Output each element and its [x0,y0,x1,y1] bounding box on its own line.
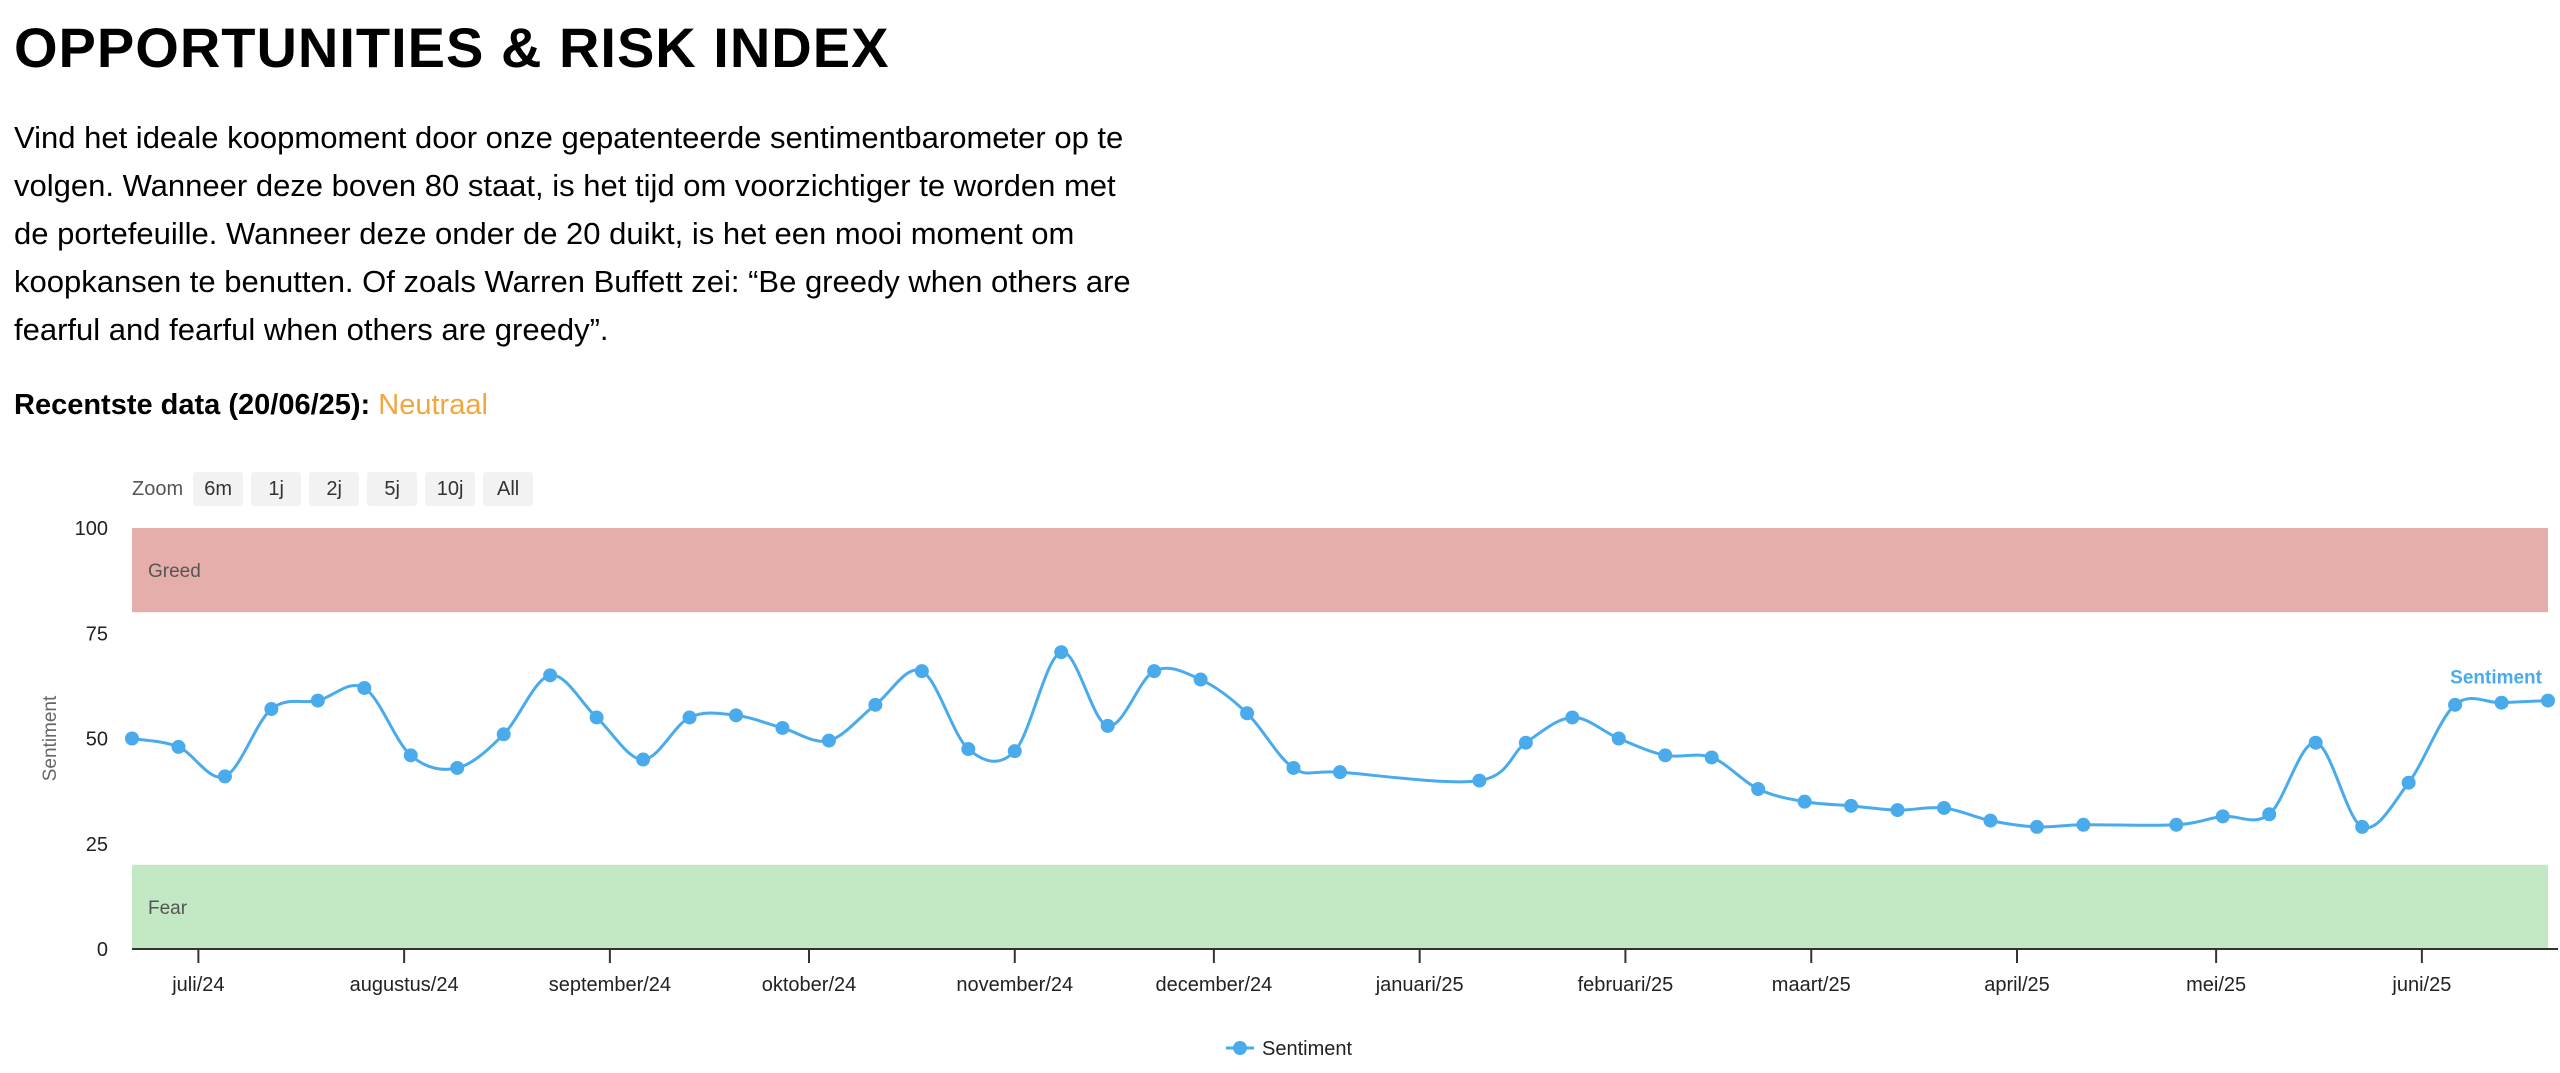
data-point [1240,706,1255,721]
x-tick-label: maart/25 [1772,974,1851,996]
x-tick-label: juli/24 [171,974,224,996]
x-tick-label: september/24 [549,974,671,996]
data-point [1193,672,1208,687]
page-title: OPPORTUNITIES & RISK INDEX [14,16,890,79]
sentiment-chart: Greed Fear 0 25 50 75 100 Sentiment juli/24 augus… [40,518,2558,1060]
data-point [2494,695,2509,710]
recent-data-label: Recentste data (20/06/25): [14,389,371,421]
y-tick-label: 100 [75,518,108,540]
data-point [125,731,139,746]
data-point [2541,693,2555,708]
data-point [1007,744,1022,759]
data-point [1658,748,1673,763]
data-point [1890,803,1905,818]
y-tick-label: 25 [86,834,108,856]
zoom-button-6m[interactable]: 6m [193,472,244,506]
zoom-button-1j[interactable]: 1j [251,472,302,506]
data-point [589,710,604,725]
data-point [2169,817,2184,832]
data-point [357,680,372,695]
data-point [1333,765,1347,780]
data-point [682,710,697,725]
data-point [2029,819,2044,834]
data-point [1611,731,1626,746]
x-tick-label: november/24 [956,974,1073,996]
data-point [821,733,836,748]
data-point [1751,782,1766,797]
intro-paragraph: Vind het ideale koopmoment door onze gep… [14,120,1131,347]
data-point [2448,697,2463,712]
data-point [2262,807,2277,822]
data-point [961,742,976,757]
data-point [1147,664,1162,679]
data-point [914,664,929,679]
data-point [543,668,558,683]
band-greed [132,528,2548,613]
data-point [2355,819,2370,834]
data-point [171,739,186,754]
data-point [2076,817,2091,832]
y-tick-label: 50 [86,729,108,751]
data-point [496,727,511,742]
band-label-greed: Greed [148,561,201,582]
data-point [1565,710,1580,725]
x-tick-label: oktober/24 [762,974,857,996]
legend-marker [1233,1041,1247,1055]
series-line [131,650,2549,830]
x-tick-label: januari/25 [1375,974,1464,996]
data-point [775,720,790,735]
band-label-fear: Fear [148,898,188,919]
series-end-label: Sentiment [2450,668,2543,689]
recent-data: Recentste data (20/06/25): Neutraal [14,381,488,429]
x-tick-label: april/25 [1984,974,2050,996]
data-point [1937,800,1951,815]
zoom-button-all[interactable]: All [483,472,534,506]
data-point [2401,775,2416,790]
data-point [310,693,325,708]
x-tick-label: mei/25 [2186,974,2246,996]
data-point [868,697,883,712]
data-point [450,760,465,775]
data-point [217,769,232,784]
band-fear [132,864,2548,949]
data-point [729,708,743,723]
zoom-label: Zoom [132,477,184,500]
data-point [1704,750,1719,765]
zoom-bar: Zoom 6m 1j 2j 5j 10j All [132,472,534,506]
data-point [1100,718,1115,733]
data-point [1518,735,1533,750]
data-point [636,752,651,767]
data-point [1844,798,1859,813]
x-tick-label: december/24 [1156,974,1273,996]
y-tick-label: 75 [86,623,108,645]
data-point [2215,809,2230,824]
legend-label: Sentiment [1262,1038,1352,1060]
recent-data-value: Neutraal [378,389,488,421]
zoom-button-2j[interactable]: 2j [309,472,360,506]
data-point [1472,773,1487,788]
y-axis-title: Sentiment [40,695,61,781]
data-point [264,702,279,717]
data-point [2308,735,2323,750]
x-tick-label: juni/25 [2391,974,2451,996]
data-point [403,748,418,763]
x-tick-label: februari/25 [1578,974,1674,996]
data-point [1797,794,1812,809]
data-point [1054,645,1069,660]
x-tick-label: augustus/24 [350,974,459,996]
data-point [1286,760,1301,775]
y-tick-label: 0 [97,939,108,961]
zoom-button-10j[interactable]: 10j [425,472,476,506]
zoom-button-5j[interactable]: 5j [367,472,418,506]
data-point [1983,813,1998,828]
